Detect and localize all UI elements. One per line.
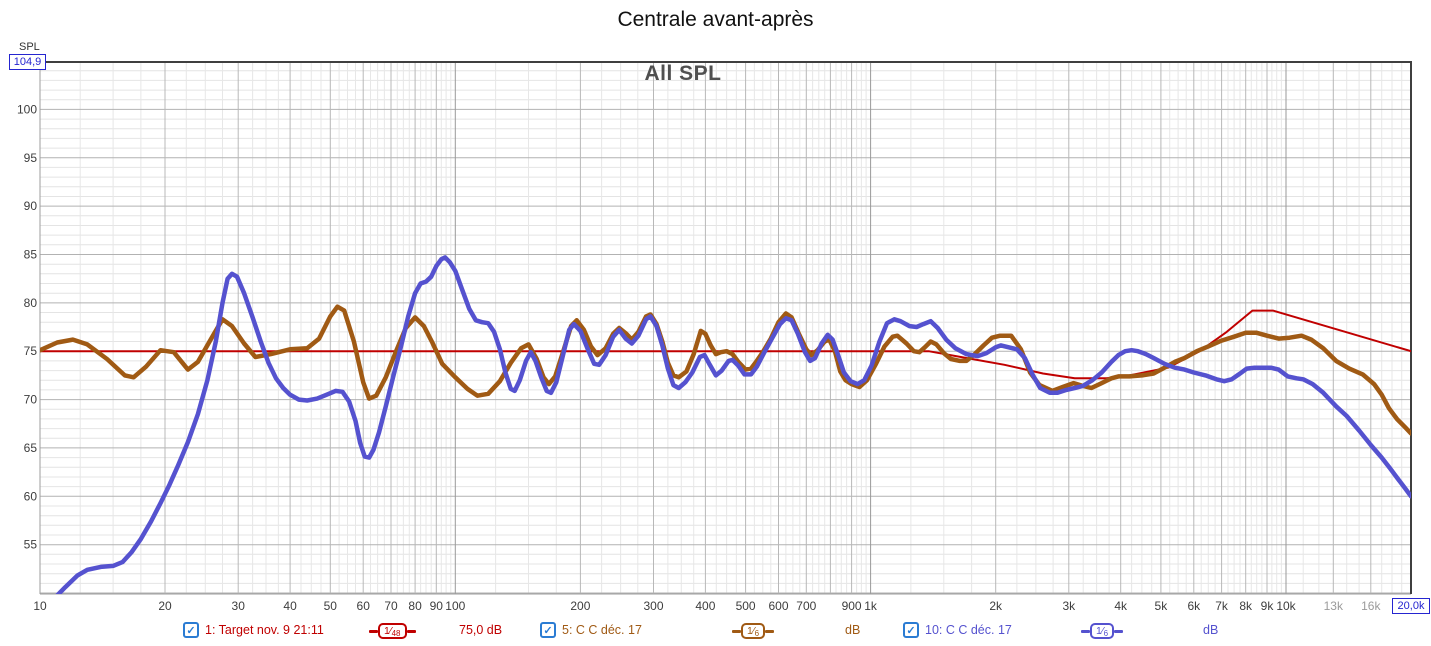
svg-text:6k: 6k [1187, 599, 1201, 613]
svg-text:60: 60 [357, 599, 371, 613]
svg-text:3k: 3k [1062, 599, 1076, 613]
legend: ✓ 1: Target nov. 9 21:11 1⁄48 75,0 dB ✓ … [0, 618, 1431, 644]
svg-text:70: 70 [384, 599, 398, 613]
svg-text:65: 65 [24, 441, 38, 455]
line-stub-icon [406, 629, 416, 633]
y-axis-title: SPL [19, 41, 40, 53]
svg-text:10: 10 [33, 599, 47, 613]
legend-item-after: ✓ 10: C C déc. 17 1⁄6 dB [903, 618, 1263, 644]
svg-text:70: 70 [24, 393, 38, 407]
svg-text:700: 700 [796, 599, 816, 613]
svg-text:400: 400 [695, 599, 715, 613]
legend-label-target: 1: Target nov. 9 21:11 [205, 623, 324, 637]
svg-text:200: 200 [570, 599, 590, 613]
svg-text:60: 60 [24, 489, 38, 503]
svg-text:5k: 5k [1155, 599, 1169, 613]
svg-text:80: 80 [408, 599, 422, 613]
svg-text:90: 90 [430, 599, 444, 613]
x-axis-max-box[interactable]: 20,0k [1392, 598, 1430, 614]
svg-text:600: 600 [768, 599, 788, 613]
checkbox-target[interactable]: ✓ [183, 622, 199, 638]
legend-value-before: dB [845, 623, 861, 637]
legend-value-target: 75,0 dB [459, 623, 503, 637]
svg-text:30: 30 [232, 599, 246, 613]
smoothing-badge-before: 1⁄6 [732, 623, 775, 639]
legend-value-after: dB [1203, 623, 1219, 637]
svg-text:8k: 8k [1239, 599, 1253, 613]
legend-item-before: ✓ 5: C C déc. 17 1⁄6 dB [540, 618, 900, 644]
svg-text:100: 100 [17, 102, 37, 116]
checkbox-after[interactable]: ✓ [903, 622, 919, 638]
chart-title: All SPL [644, 62, 722, 85]
line-stub-icon [369, 629, 378, 633]
svg-text:75: 75 [24, 344, 38, 358]
svg-text:300: 300 [643, 599, 663, 613]
svg-text:40: 40 [283, 599, 297, 613]
svg-text:1k: 1k [864, 599, 878, 613]
svg-text:50: 50 [324, 599, 338, 613]
line-stub-icon [1114, 629, 1124, 633]
legend-item-target: ✓ 1: Target nov. 9 21:11 1⁄48 75,0 dB [183, 618, 543, 644]
legend-label-before: 5: C C déc. 17 [562, 623, 642, 637]
smoothing-badge-after: 1⁄6 [1081, 623, 1124, 639]
svg-text:7k: 7k [1215, 599, 1229, 613]
svg-text:16k: 16k [1361, 599, 1381, 613]
page-title: Centrale avant-après [617, 8, 814, 31]
svg-text:9k: 9k [1261, 599, 1275, 613]
svg-text:20: 20 [158, 599, 172, 613]
svg-text:900: 900 [842, 599, 862, 613]
svg-text:95: 95 [24, 151, 38, 165]
svg-text:2k: 2k [989, 599, 1003, 613]
line-stub-icon [1081, 629, 1090, 633]
legend-label-after: 10: C C déc. 17 [925, 623, 1012, 637]
checkbox-before[interactable]: ✓ [540, 622, 556, 638]
svg-text:4k: 4k [1114, 599, 1128, 613]
y-axis-max-box[interactable]: 104,9 [9, 54, 46, 70]
svg-text:90: 90 [24, 199, 38, 213]
svg-text:85: 85 [24, 248, 38, 262]
line-stub-icon [765, 629, 775, 633]
line-stub-icon [732, 629, 741, 633]
svg-text:500: 500 [736, 599, 756, 613]
svg-text:10k: 10k [1276, 599, 1296, 613]
svg-text:55: 55 [24, 538, 38, 552]
svg-text:100: 100 [445, 599, 465, 613]
svg-text:13k: 13k [1324, 599, 1344, 613]
svg-text:80: 80 [24, 296, 38, 310]
smoothing-badge-target: 1⁄48 [369, 623, 416, 639]
